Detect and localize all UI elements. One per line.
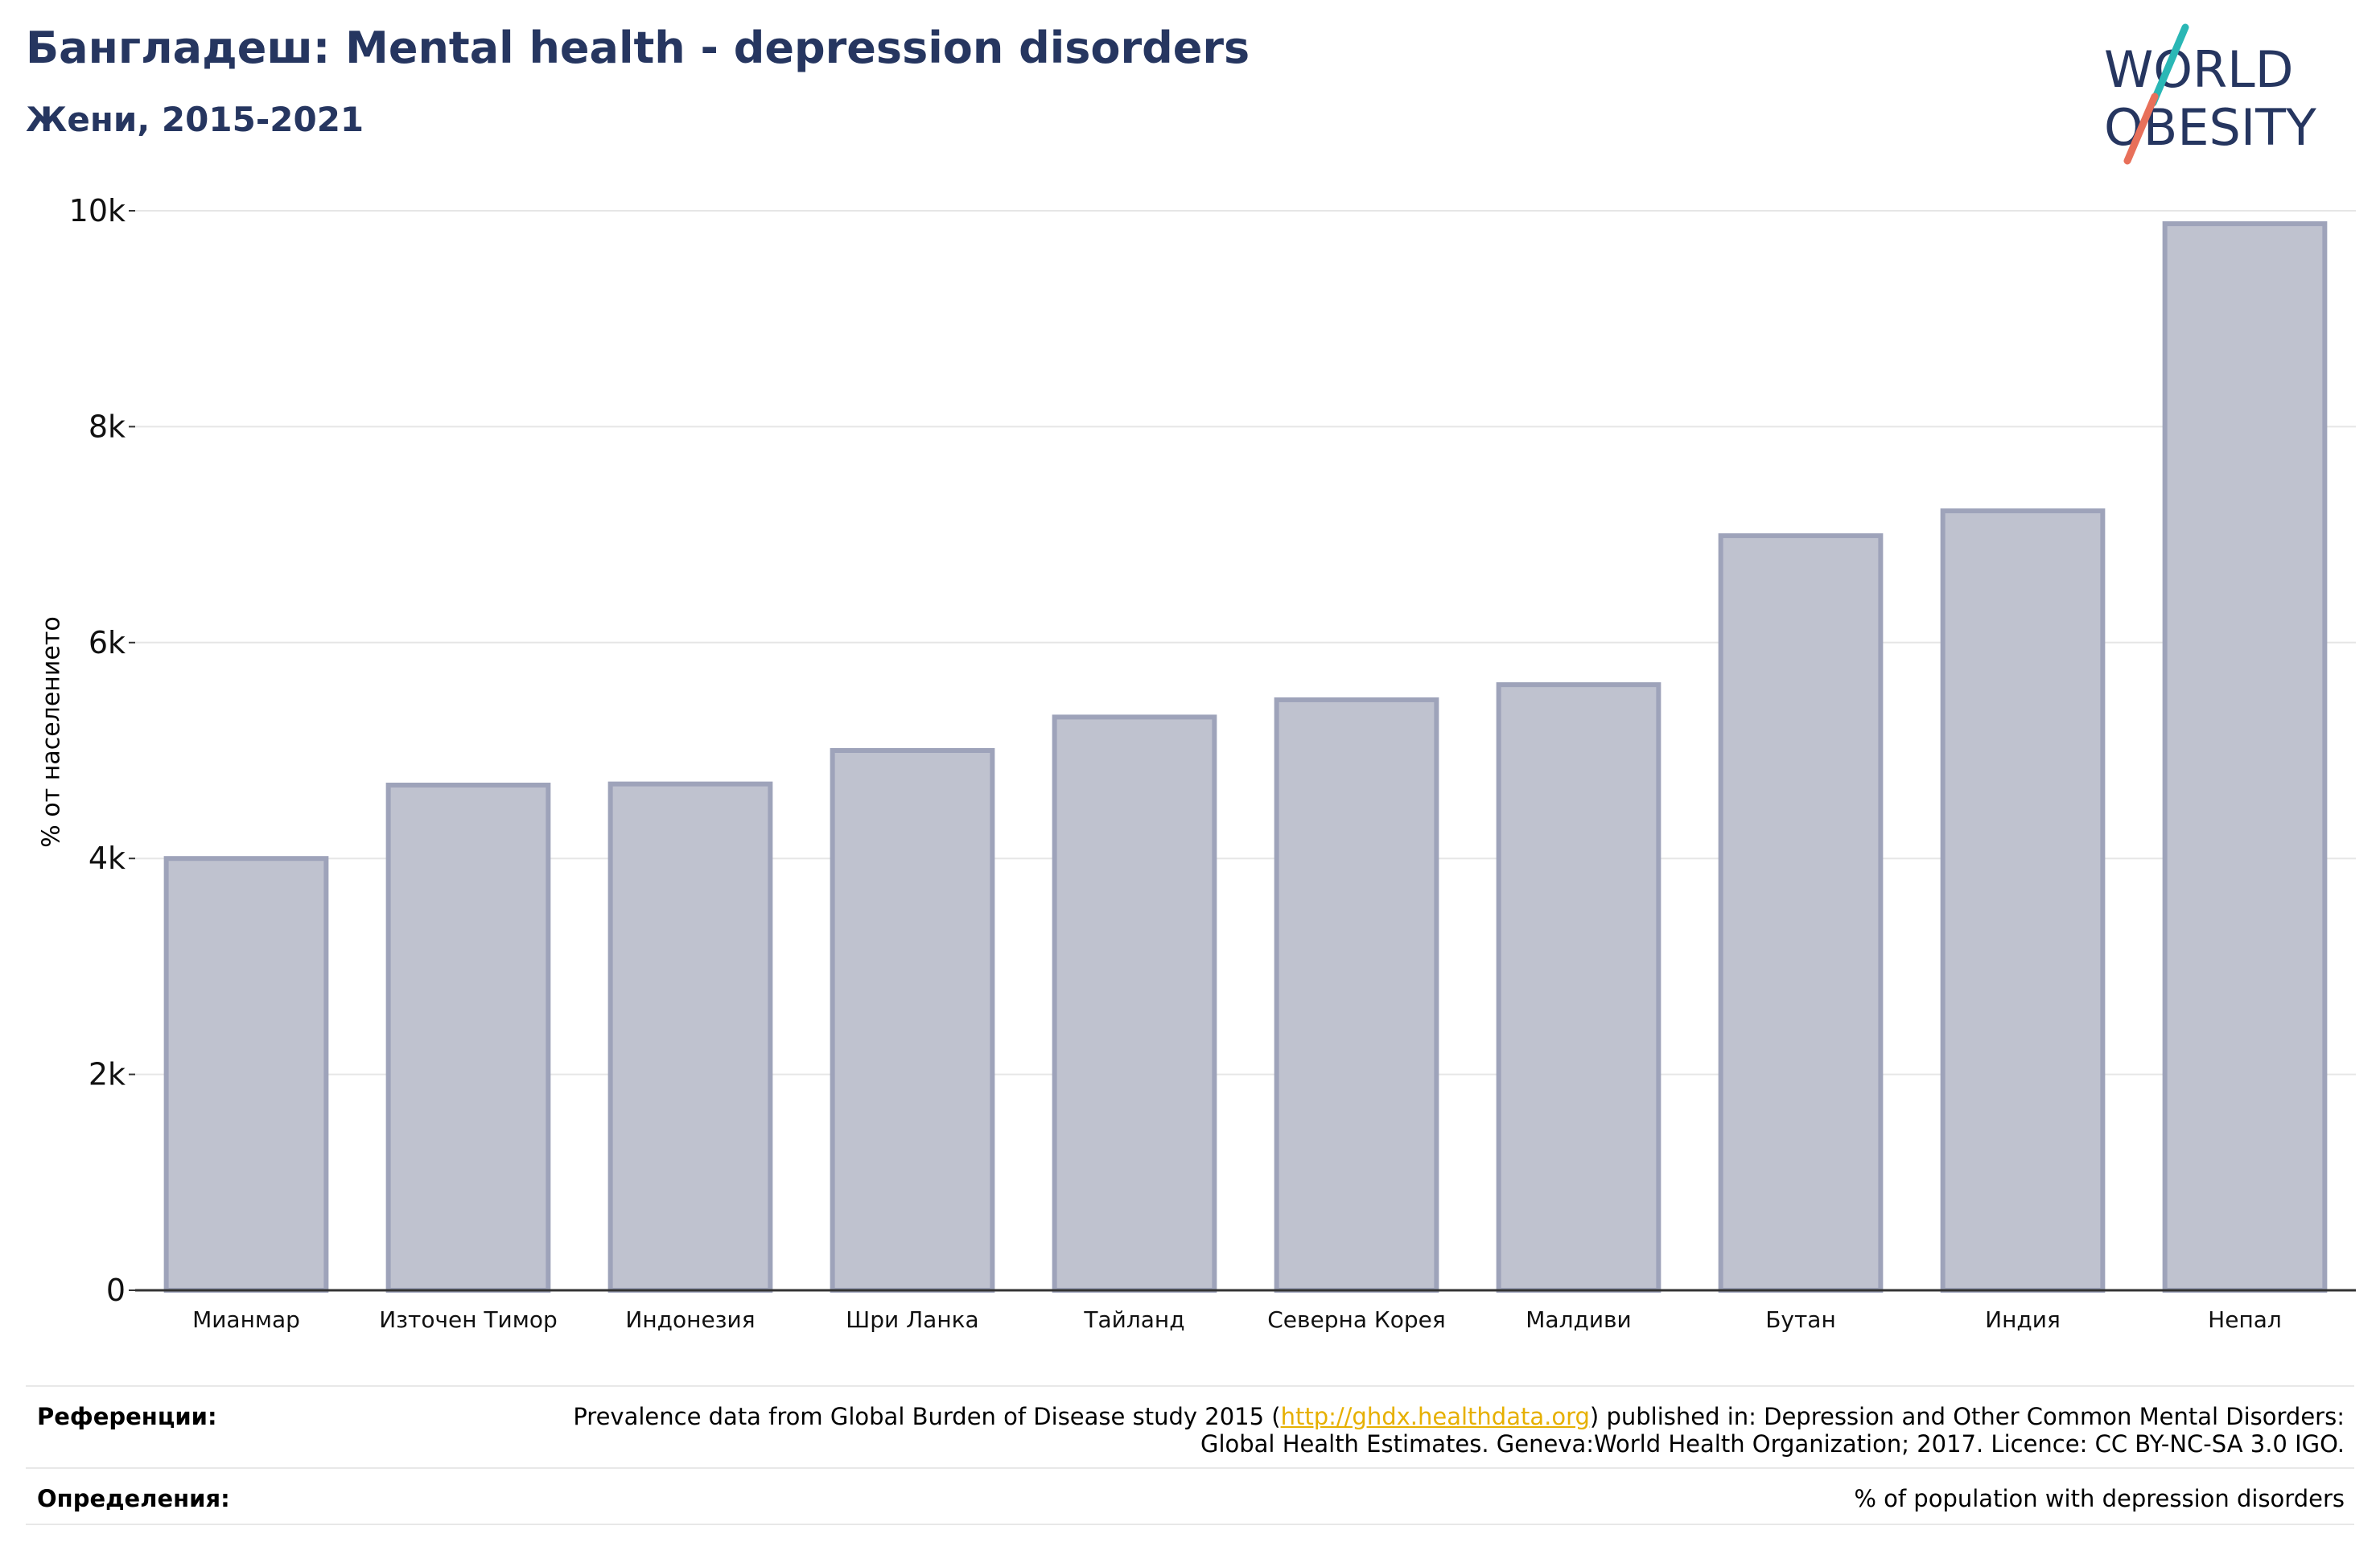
bar [1940, 508, 2106, 1293]
footer-divider [26, 1467, 2354, 1469]
references-text-before: Prevalence data from Global Burden of Di… [573, 1403, 1281, 1430]
y-axis-label: % от населението [37, 616, 66, 848]
x-tick-label: Индия [1985, 1306, 2061, 1333]
x-tick-label: Непал [2208, 1306, 2282, 1333]
references-text-after: ) published in: Depression and Other Com… [1200, 1403, 2345, 1458]
world-obesity-logo: WORLD OBESITY [2104, 23, 2316, 165]
y-tick-label: 4k [89, 841, 126, 876]
logo-line1: WORLD [2104, 40, 2293, 99]
bar [1718, 533, 1884, 1293]
bar [1274, 697, 1439, 1293]
bar-chart: 0 2k 4k 6k 8k 10k Мианмар Източен Тимор Индонези… [69, 193, 2356, 1333]
bar [1052, 714, 1217, 1293]
references-label: Референции: [37, 1403, 217, 1430]
footer-divider [26, 1524, 2354, 1525]
bar [163, 856, 329, 1293]
x-tick-label: Източен Тимор [379, 1306, 558, 1333]
y-tick-label: 10k [69, 193, 126, 228]
x-tick-label: Бутан [1765, 1306, 1836, 1333]
y-tick-label: 6k [89, 625, 126, 660]
x-tick-label: Мианмар [192, 1306, 300, 1333]
x-tick-label: Индонезия [625, 1306, 755, 1333]
y-tick-label: 0 [106, 1273, 126, 1308]
chart-title: Бангладеш: Mental health - depression di… [26, 23, 1250, 73]
references-text: Prevalence data from Global Burden of Di… [494, 1403, 2345, 1458]
x-tick-label: Малдиви [1526, 1306, 1631, 1333]
footer-divider [26, 1385, 2354, 1387]
bar [607, 781, 773, 1293]
chart-subtitle: Жени, 2015-2021 [26, 100, 364, 139]
bar [830, 748, 995, 1293]
definitions-label: Определения: [37, 1485, 230, 1512]
y-tick-label: 8k [89, 409, 126, 444]
y-tick-label: 2k [89, 1057, 126, 1092]
definitions-text: % of population with depression disorder… [1854, 1485, 2345, 1512]
bar [2162, 221, 2328, 1293]
references-link[interactable]: http://ghdx.healthdata.org [1280, 1403, 1590, 1430]
x-tick-label: Тайланд [1083, 1306, 1184, 1333]
x-tick-label: Шри Ланка [846, 1306, 978, 1333]
bar [1496, 682, 1661, 1293]
bar [385, 782, 551, 1293]
x-tick-label: Северна Корея [1267, 1306, 1446, 1333]
